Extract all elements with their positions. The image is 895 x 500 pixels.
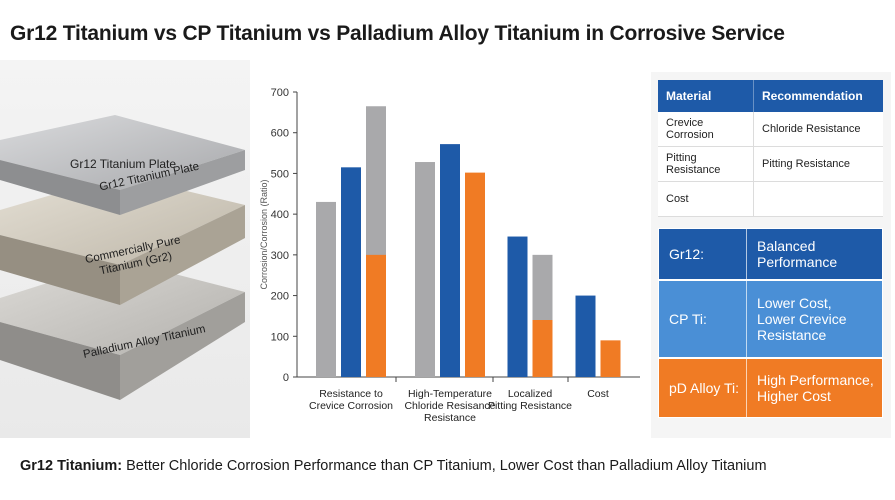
card-value: Balanced Performance — [757, 238, 838, 270]
table-cell: Cost — [658, 182, 754, 216]
card-label: pD Alloy Ti: — [659, 359, 747, 417]
comparison-bar-chart: Corrosion/Corrosion (Ratio) 0 100 200 300 400… — [255, 70, 645, 438]
card-value: Lower Cost, Lower Crevice Resistance — [757, 295, 847, 343]
header-material: Material — [658, 80, 754, 112]
y-tick-label: 300 — [271, 250, 289, 262]
table-cell: Pitting Resistance — [658, 147, 754, 181]
material-cards: Gr12: Balanced Performance CP Ti: Lower … — [658, 228, 883, 418]
caption-text: Better Chloride Corrosion Performance th… — [122, 458, 767, 474]
card-pd-alloy: pD Alloy Ti: High Performance, Higher Co… — [658, 358, 883, 418]
y-tick-label: 400 — [271, 209, 289, 221]
bar — [575, 295, 596, 377]
bar — [341, 167, 361, 377]
caption: Gr12 Titanium: Better Chloride Corrosion… — [20, 458, 767, 474]
bar — [465, 172, 485, 377]
table-cell: Crevice Corrosion — [658, 112, 754, 146]
y-tick-label: 100 — [271, 331, 289, 343]
x-category-label: High-Temperature Chloride Resisance Resist… — [404, 388, 495, 424]
card-gr12: Gr12: Balanced Performance — [658, 228, 883, 280]
header-recommendation: Recommendation — [762, 89, 863, 103]
card-cp-ti: CP Ti: Lower Cost, Lower Crevice Resista… — [658, 280, 883, 358]
chart-svg: Corrosion/Corrosion (Ratio) 0 100 200 300 400… — [259, 87, 640, 424]
y-tick-label: 0 — [283, 372, 289, 384]
card-value: High Performance, Higher Cost — [757, 372, 874, 404]
table-cell: Pitting Resistance — [762, 158, 851, 170]
table-row: Cost — [658, 182, 883, 217]
bar-overlay — [532, 320, 553, 377]
y-tick-label: 600 — [271, 128, 289, 140]
y-axis-label: Corrosion/Corrosion (Ratio) — [259, 179, 269, 289]
table-cell: Chloride Resistance — [762, 123, 861, 135]
y-tick-label: 200 — [271, 291, 289, 303]
bar — [600, 340, 621, 377]
x-category-label: Resistance to Crevice Corrosion — [309, 388, 393, 412]
table-row: Crevice Corrosion Chloride Resistance — [658, 112, 883, 147]
plate-top-label: Gr12 Titanium Plate — [70, 157, 177, 171]
bar — [440, 144, 460, 377]
caption-bold: Gr12 Titanium: — [20, 458, 123, 474]
bar — [316, 201, 336, 377]
x-category-label: Localized Pitting Resistance — [488, 388, 572, 412]
table-header: Material Recommendation — [658, 80, 883, 112]
bar — [507, 236, 528, 377]
card-label: CP Ti: — [659, 281, 747, 357]
bar — [415, 162, 435, 377]
plate-gr12 — [0, 115, 245, 215]
table-row: Pitting Resistance Pitting Resistance — [658, 147, 883, 182]
recommendation-panel: Material Recommendation Crevice Corrosio… — [651, 72, 891, 438]
titanium-plates-illustration: Gr12 Titanium Plate — [0, 60, 250, 438]
bar-overlay — [366, 254, 386, 377]
table-cell — [754, 182, 883, 216]
page-title: Gr12 Titanium vs CP Titanium vs Palladiu… — [10, 22, 785, 45]
plates-svg: Gr12 Titanium Plate Commercially PureTit… — [0, 115, 245, 400]
x-category-label: Cost — [587, 388, 609, 400]
card-label: Gr12: — [659, 229, 747, 279]
recommendation-table: Material Recommendation Crevice Corrosio… — [658, 80, 883, 217]
y-tick-label: 500 — [271, 168, 289, 180]
y-tick-label: 700 — [271, 87, 289, 99]
